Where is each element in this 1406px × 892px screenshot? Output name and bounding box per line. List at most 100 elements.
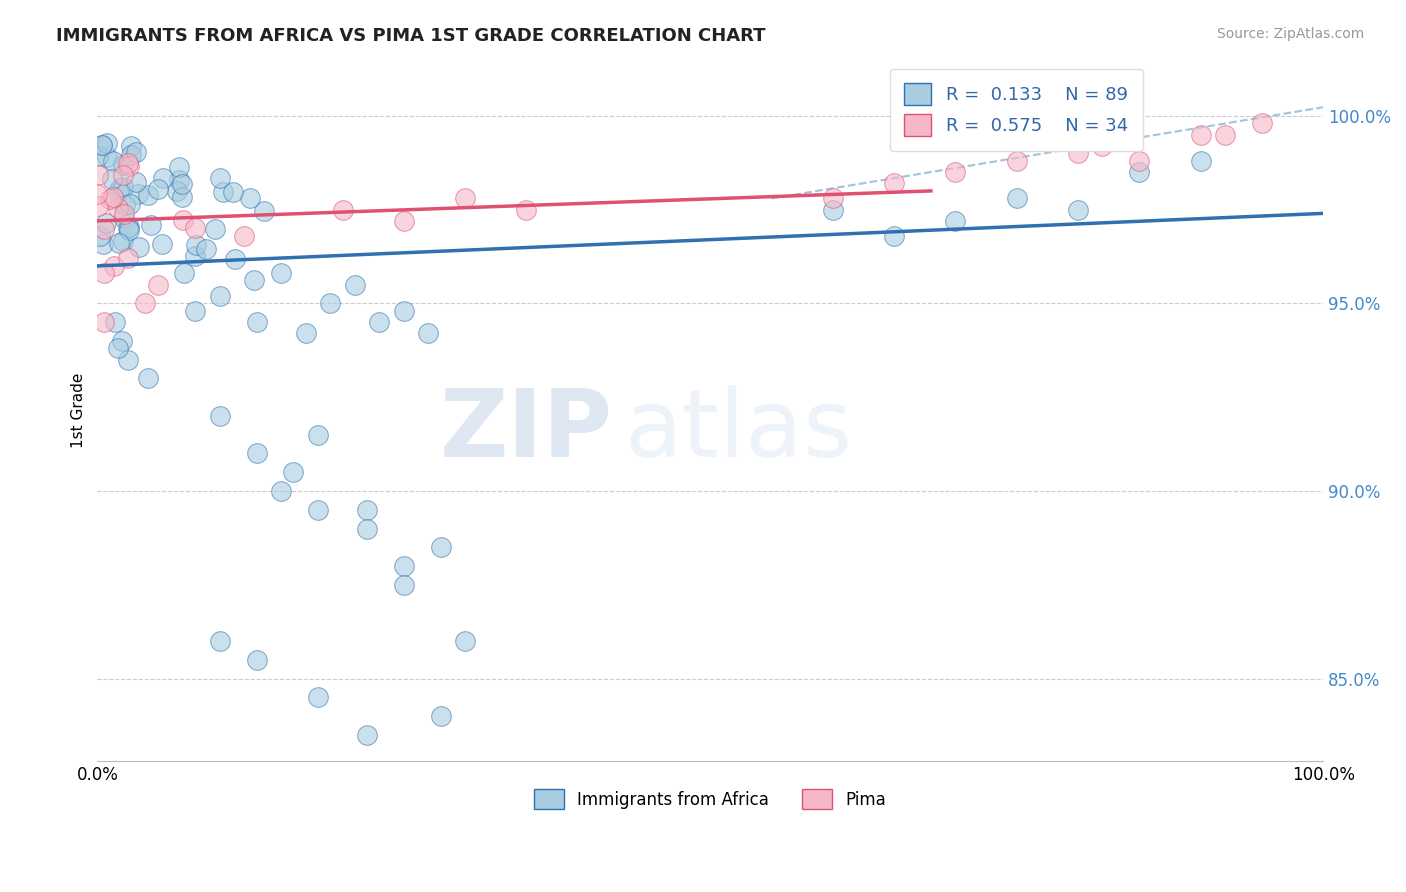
Point: [239, 191, 262, 205]
Point: [91, 237, 114, 252]
Point: [195, 243, 218, 257]
Text: ZIP: ZIP: [439, 385, 612, 477]
Point: [1189, 128, 1212, 142]
Point: [107, 342, 129, 356]
Point: [307, 427, 329, 442]
Point: [429, 541, 451, 555]
Point: [136, 371, 159, 385]
Point: [270, 267, 292, 281]
Point: [184, 238, 207, 252]
Point: [125, 175, 148, 189]
Point: [87, 199, 110, 213]
Point: [253, 204, 276, 219]
Point: [418, 326, 440, 341]
Point: [87, 168, 110, 182]
Point: [454, 634, 477, 648]
Point: [148, 277, 170, 292]
Point: [152, 237, 174, 252]
Point: [392, 578, 415, 592]
Point: [429, 709, 451, 723]
Point: [283, 465, 305, 479]
Point: [332, 202, 354, 217]
Point: [356, 521, 378, 535]
Point: [307, 690, 329, 705]
Point: [112, 158, 135, 172]
Point: [319, 296, 342, 310]
Point: [117, 156, 139, 170]
Point: [1128, 165, 1150, 179]
Point: [118, 196, 141, 211]
Point: [101, 153, 124, 168]
Point: [1189, 153, 1212, 168]
Point: [86, 187, 108, 202]
Point: [107, 185, 129, 199]
Point: [184, 249, 207, 263]
Point: [821, 191, 844, 205]
Point: [111, 180, 134, 194]
Point: [208, 409, 231, 423]
Point: [120, 139, 142, 153]
Point: [128, 240, 150, 254]
Point: [392, 559, 415, 574]
Point: [136, 188, 159, 202]
Point: [89, 229, 111, 244]
Point: [1067, 146, 1090, 161]
Point: [114, 197, 136, 211]
Point: [117, 252, 139, 266]
Point: [101, 189, 124, 203]
Legend: Immigrants from Africa, Pima: Immigrants from Africa, Pima: [527, 782, 893, 816]
Y-axis label: 1st Grade: 1st Grade: [72, 373, 86, 448]
Point: [1067, 202, 1090, 217]
Point: [93, 315, 115, 329]
Point: [343, 277, 366, 292]
Point: [94, 215, 117, 229]
Point: [945, 214, 967, 228]
Point: [104, 315, 127, 329]
Point: [270, 483, 292, 498]
Point: [211, 185, 233, 199]
Point: [117, 221, 139, 235]
Point: [125, 145, 148, 159]
Point: [110, 334, 132, 348]
Point: [246, 315, 269, 329]
Point: [118, 220, 141, 235]
Point: [392, 304, 415, 318]
Point: [821, 202, 844, 217]
Point: [91, 138, 114, 153]
Point: [93, 222, 115, 236]
Point: [96, 150, 118, 164]
Point: [152, 171, 174, 186]
Point: [224, 252, 246, 267]
Point: [120, 148, 142, 162]
Point: [1005, 153, 1028, 168]
Point: [307, 502, 329, 516]
Point: [134, 296, 156, 310]
Point: [883, 177, 905, 191]
Point: [108, 181, 131, 195]
Point: [233, 228, 256, 243]
Point: [173, 266, 195, 280]
Point: [166, 184, 188, 198]
Text: atlas: atlas: [624, 385, 852, 477]
Point: [108, 236, 131, 251]
Point: [172, 190, 194, 204]
Point: [356, 502, 378, 516]
Point: [208, 289, 231, 303]
Point: [243, 273, 266, 287]
Point: [883, 228, 905, 243]
Point: [141, 218, 163, 232]
Point: [356, 728, 378, 742]
Point: [96, 136, 118, 150]
Point: [112, 235, 135, 249]
Point: [112, 211, 135, 225]
Point: [246, 653, 269, 667]
Point: [208, 634, 231, 648]
Point: [184, 221, 207, 235]
Point: [98, 192, 121, 206]
Point: [222, 185, 245, 199]
Point: [86, 149, 108, 163]
Point: [146, 182, 169, 196]
Point: [172, 177, 194, 191]
Point: [294, 326, 316, 341]
Point: [392, 214, 415, 228]
